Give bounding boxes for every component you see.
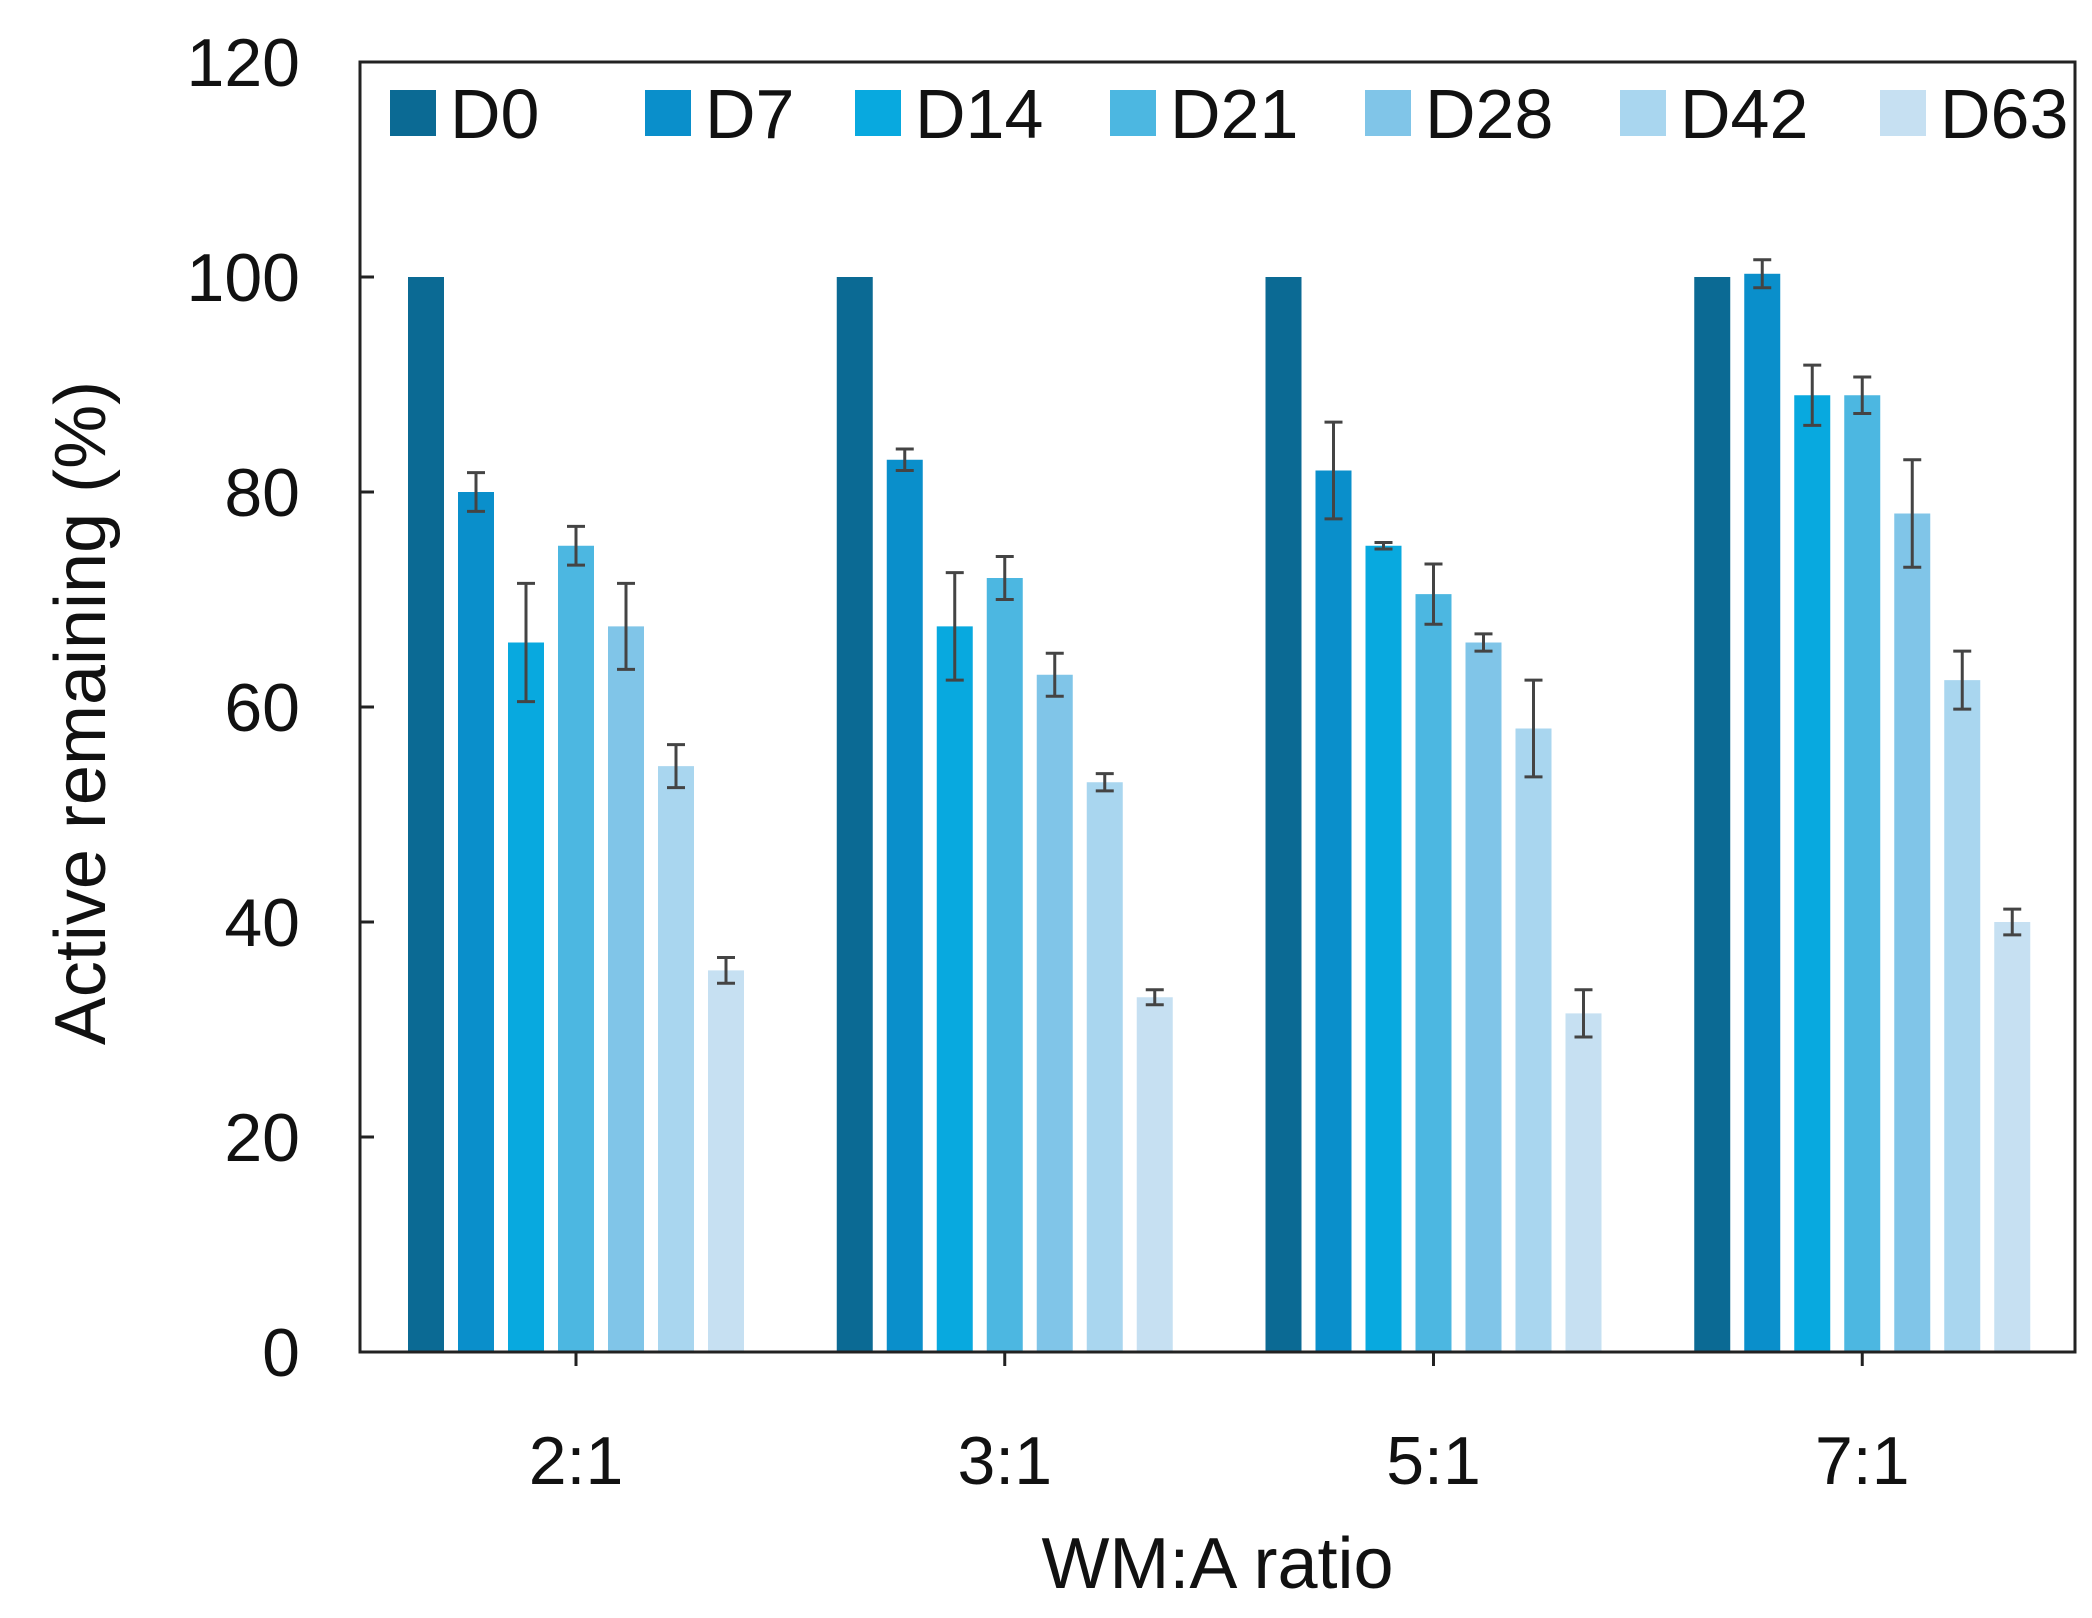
bar-D28-2:1 [608,626,644,1352]
y-tick-label: 20 [224,1100,300,1176]
y-tick-label: 40 [224,885,300,961]
bar-D21-5:1 [1415,594,1452,1352]
legend-swatch-D21 [1110,90,1156,136]
bar-D63-2:1 [708,970,744,1352]
y-tick-label: 100 [187,240,300,316]
bar-D0-5:1 [1265,277,1302,1352]
plot-frame [358,60,2077,1354]
bar-D0-7:1 [1694,277,1731,1352]
bar-D42-7:1 [1944,680,1981,1352]
bar-D42-3:1 [1086,782,1123,1352]
legend-swatch-D63 [1880,90,1926,136]
legend-label-D28: D28 [1425,75,1553,153]
bar-D42-5:1 [1515,728,1552,1352]
bar-D63-7:1 [1994,922,2031,1352]
legend-label-D7: D7 [705,75,794,153]
legend-swatch-D14 [855,90,901,136]
bar-D7-2:1 [458,492,494,1352]
y-axis: 0 20 40 60 80 100 120 [187,25,374,1391]
bar-D42-2:1 [658,766,694,1352]
bar-D14-5:1 [1365,545,1402,1352]
bar-D7-7:1 [1744,273,1781,1352]
bar-D63-5:1 [1565,1013,1602,1352]
bars-layer [408,273,2031,1352]
x-axis: 2:1 3:1 5:1 7:1 [529,1352,1910,1499]
x-tick-label: 7:1 [1815,1423,1910,1499]
bar-D14-3:1 [936,626,973,1352]
legend: D0 D7 D14 D21 D28 D42 D63 [390,75,2068,153]
legend-label-D42: D42 [1680,75,1808,153]
error-bars-layer [467,258,2022,1039]
legend-label-D0: D0 [450,75,539,153]
bar-D14-2:1 [508,642,544,1352]
legend-swatch-D0 [390,90,436,136]
y-tick-label: 120 [187,25,300,101]
bar-D28-5:1 [1465,642,1502,1352]
legend-label-D14: D14 [915,75,1043,153]
bar-D0-2:1 [408,277,444,1352]
bar-D7-3:1 [886,459,923,1352]
bar-D0-3:1 [836,277,873,1352]
legend-label-D63: D63 [1940,75,2068,153]
bar-D28-7:1 [1894,513,1931,1352]
legend-swatch-D42 [1620,90,1666,136]
y-tick-label: 0 [262,1315,300,1391]
legend-swatch-D7 [645,90,691,136]
bar-D14-7:1 [1794,395,1831,1352]
x-tick-label: 5:1 [1386,1423,1481,1499]
x-tick-label: 2:1 [529,1423,624,1499]
legend-label-D21: D21 [1170,75,1298,153]
x-axis-title: WM:A ratio [1041,1524,1393,1604]
bar-D21-2:1 [558,545,594,1352]
bar-D21-3:1 [986,578,1023,1352]
bar-D21-7:1 [1844,395,1881,1352]
x-tick-label: 3:1 [957,1423,1052,1499]
legend-swatch-D28 [1365,90,1411,136]
bar-D7-5:1 [1315,470,1352,1352]
bar-D28-3:1 [1036,674,1073,1352]
y-tick-label: 60 [224,670,300,746]
y-tick-label: 80 [224,455,300,531]
bar-D63-3:1 [1136,997,1173,1352]
y-axis-title: Active remaining (%) [41,381,121,1045]
